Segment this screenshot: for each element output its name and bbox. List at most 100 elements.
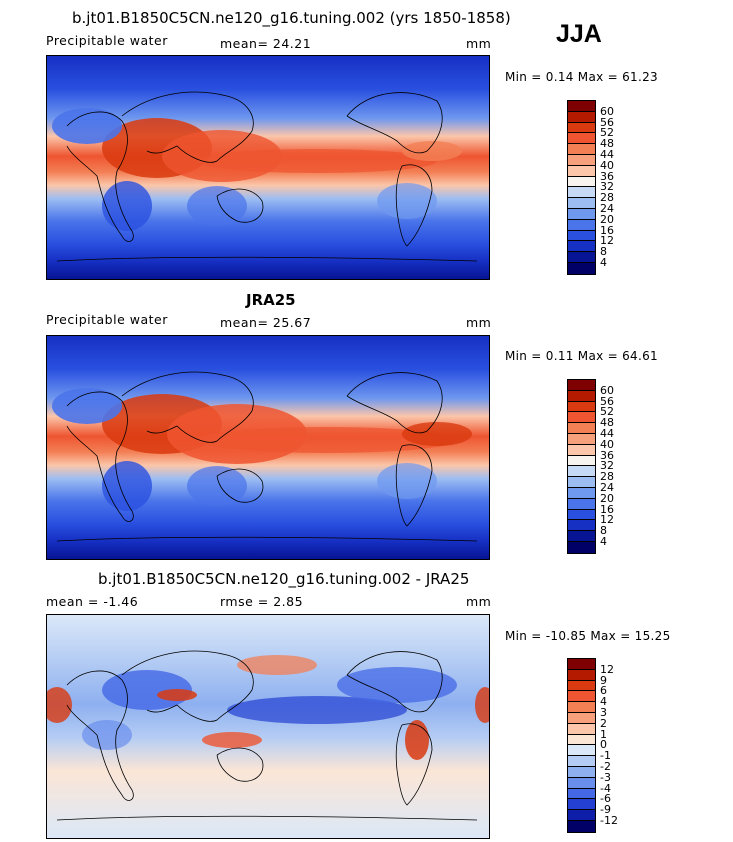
colorbar-label: 36: [600, 169, 614, 183]
panel2-mean: mean= 25.67: [220, 315, 312, 330]
colorbar-label: 1: [600, 727, 607, 741]
colorbar-label: 12: [600, 513, 614, 527]
colorbar-swatch: [568, 766, 595, 778]
colorbar-swatch: [568, 669, 595, 681]
colorbar-label: -12: [600, 814, 618, 827]
colorbar-swatch: [568, 444, 595, 456]
colorbar-swatch: [568, 198, 595, 209]
season-label: JJA: [556, 20, 602, 48]
colorbar-swatch: [568, 423, 595, 434]
colorbar-swatch: [568, 520, 595, 532]
colorbar-swatch: [568, 509, 595, 521]
colorbar-label: 3: [600, 706, 607, 719]
colorbar-swatch: [568, 487, 595, 499]
colorbar-swatch: [568, 144, 595, 155]
panel1-units: mm: [466, 36, 492, 51]
panel1-title: b.jt01.B1850C5CN.ne120_g16.tuning.002 (y…: [72, 9, 511, 27]
colorbar-swatch: [568, 165, 595, 177]
panel3-map-field: [47, 615, 489, 838]
colorbar-swatch: [568, 252, 595, 263]
colorbar-label: 28: [600, 470, 614, 484]
colorbar-swatch: [568, 122, 595, 134]
colorbar-label: 40: [600, 437, 614, 451]
panel1-variable: Precipitable water: [46, 33, 168, 48]
colorbar-swatch: [568, 531, 595, 542]
panel2-minmax: Min = 0.11 Max = 64.61: [505, 349, 658, 363]
colorbar-swatch: [568, 756, 595, 767]
panel2-map-field: [47, 336, 489, 559]
colorbar-label: 20: [600, 212, 614, 226]
colorbar-swatch: [568, 230, 595, 242]
colorbar-swatch: [568, 659, 595, 670]
panel3-colorbar: [567, 658, 596, 833]
colorbar-swatch: [568, 433, 595, 445]
colorbar-label: 12: [600, 234, 614, 248]
colorbar-label: 48: [600, 137, 614, 151]
colorbar-label: 9: [600, 673, 607, 687]
panel2-colorbar: [567, 379, 596, 554]
colorbar-label: 52: [600, 405, 614, 419]
colorbar-label: -2: [600, 760, 611, 773]
colorbar-label: 24: [600, 202, 614, 215]
colorbar-label: 4: [600, 256, 607, 269]
panel3-minmax: Min = -10.85 Max = 15.25: [505, 629, 671, 643]
colorbar-swatch: [568, 455, 595, 467]
colorbar-swatch: [568, 101, 595, 112]
colorbar-swatch: [568, 712, 595, 724]
colorbar-label: 56: [600, 115, 614, 129]
colorbar-label: 40: [600, 158, 614, 172]
colorbar-swatch: [568, 133, 595, 145]
colorbar-label: 32: [600, 459, 614, 473]
panel1-map-field: [47, 56, 489, 279]
colorbar-label: -3: [600, 770, 611, 784]
panel1-colorbar: [567, 100, 596, 275]
colorbar-swatch: [568, 691, 595, 703]
colorbar-label: 4: [600, 535, 607, 548]
colorbar-label: 8: [600, 245, 607, 259]
panel3-map: [46, 614, 490, 839]
colorbar-label: 8: [600, 524, 607, 538]
colorbar-swatch: [568, 541, 595, 553]
colorbar-swatch: [568, 820, 595, 832]
colorbar-label: 4: [600, 695, 607, 709]
colorbar-label: 2: [600, 716, 607, 730]
colorbar-swatch: [568, 111, 595, 123]
colorbar-swatch: [568, 176, 595, 188]
panel3-title: b.jt01.B1850C5CN.ne120_g16.tuning.002 - …: [98, 570, 470, 588]
colorbar-swatch: [568, 466, 595, 478]
colorbar-swatch: [568, 734, 595, 746]
colorbar-label: 12: [600, 662, 614, 676]
colorbar-swatch: [568, 788, 595, 800]
panel3-units: mm: [466, 594, 492, 609]
colorbar-swatch: [568, 745, 595, 757]
colorbar-swatch: [568, 777, 595, 789]
colorbar-label: 16: [600, 502, 614, 516]
colorbar-swatch: [568, 702, 595, 713]
colorbar-label: 24: [600, 481, 614, 494]
colorbar-label: 16: [600, 223, 614, 237]
colorbar-label: 44: [600, 148, 614, 161]
colorbar-swatch: [568, 154, 595, 166]
colorbar-swatch: [568, 219, 595, 231]
colorbar-swatch: [568, 187, 595, 199]
colorbar-label: -4: [600, 781, 611, 795]
panel2-variable: Precipitable water: [46, 312, 168, 327]
colorbar-swatch: [568, 477, 595, 488]
colorbar-swatch: [568, 208, 595, 220]
colorbar-swatch: [568, 380, 595, 391]
colorbar-label: 20: [600, 491, 614, 505]
panel2-units: mm: [466, 315, 492, 330]
colorbar-swatch: [568, 241, 595, 253]
panel2-map: [46, 335, 490, 560]
colorbar-swatch: [568, 723, 595, 735]
colorbar-label: 6: [600, 684, 607, 698]
colorbar-label: 60: [600, 383, 614, 397]
colorbar-swatch: [568, 680, 595, 692]
colorbar-swatch: [568, 810, 595, 821]
colorbar-label: 48: [600, 416, 614, 430]
panel1-map: [46, 55, 490, 280]
colorbar-label: 32: [600, 180, 614, 194]
colorbar-swatch: [568, 262, 595, 274]
panel1-minmax: Min = 0.14 Max = 61.23: [505, 70, 658, 84]
panel2-title: JRA25: [246, 291, 296, 309]
